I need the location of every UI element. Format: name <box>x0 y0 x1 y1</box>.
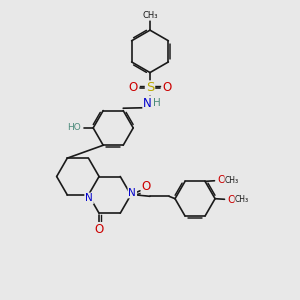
Text: H: H <box>154 98 161 108</box>
Text: O: O <box>142 180 151 194</box>
Text: CH₃: CH₃ <box>235 195 249 204</box>
Text: O: O <box>94 223 104 236</box>
Text: O: O <box>227 195 236 205</box>
Text: HO: HO <box>67 123 81 132</box>
Text: O: O <box>218 175 226 185</box>
Text: O: O <box>128 81 137 94</box>
Text: N: N <box>85 194 93 203</box>
Text: N: N <box>143 97 152 110</box>
Text: S: S <box>146 81 154 94</box>
Text: CH₃: CH₃ <box>142 11 158 20</box>
Text: CH₃: CH₃ <box>225 176 239 185</box>
Text: O: O <box>163 81 172 94</box>
Text: N: N <box>128 188 136 197</box>
